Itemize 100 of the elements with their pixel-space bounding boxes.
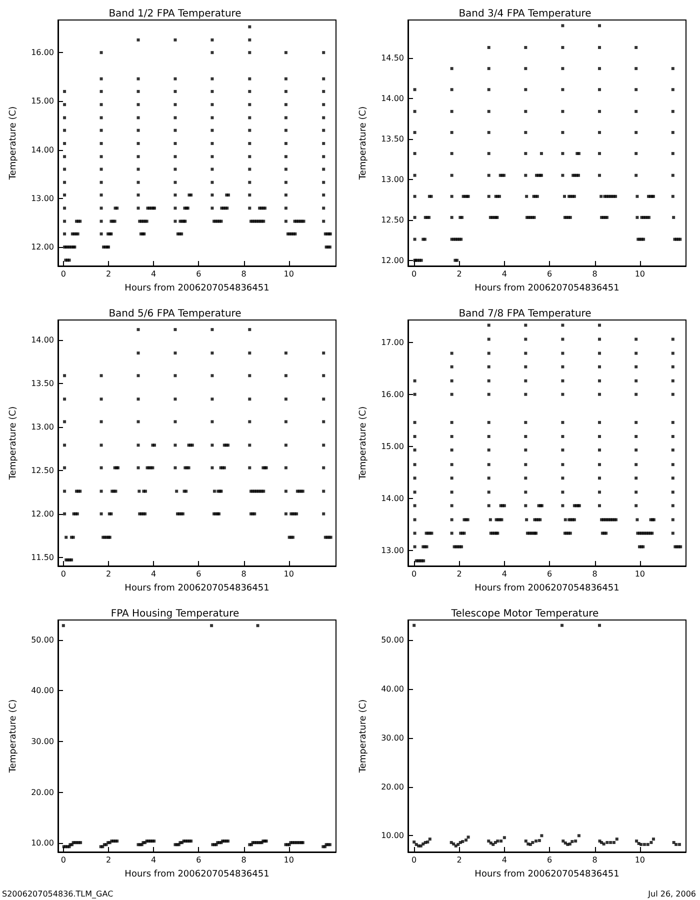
text: S2006207054836.TLM_GAC <box>2 890 114 898</box>
x-tick-label: 6 <box>196 270 202 278</box>
y-tick-label: 40.00 <box>381 684 404 694</box>
y-tick-label: 13.00 <box>31 422 54 432</box>
x-tick-label: 8 <box>592 570 598 578</box>
point <box>678 842 681 846</box>
point <box>650 841 653 844</box>
y-tick-label: 12.50 <box>381 215 404 224</box>
y-tick-label: 10.00 <box>381 831 404 840</box>
chart-title: FPA Housing Temperature <box>110 608 240 620</box>
point <box>640 842 643 846</box>
x-tick-label: 6 <box>547 270 552 278</box>
y-tick-label: 40.00 <box>31 686 54 696</box>
y-tick-label: 13.50 <box>31 378 54 388</box>
x-tick-label: 10 <box>284 570 294 578</box>
y-tick-label: 14.00 <box>31 145 54 154</box>
x-tick-label: 8 <box>592 270 598 278</box>
point <box>461 840 464 844</box>
x-axis-title: Hours from 2006207054836451 <box>124 584 270 594</box>
y-tick-label: 12.00 <box>381 256 404 265</box>
x-axis-title: Hours from 2006207054836451 <box>474 284 620 294</box>
y-tick-label: 13.00 <box>381 174 404 184</box>
chart-title: Telescope Motor Temperature <box>450 608 599 620</box>
chart-title: Band 1/2 FPA Temperature <box>108 8 242 20</box>
point <box>646 842 650 846</box>
y-tick-label: 10.00 <box>31 838 54 848</box>
point <box>652 838 655 841</box>
point <box>466 836 470 839</box>
x-tick-label: 10 <box>634 570 646 578</box>
point <box>560 624 564 627</box>
x-tick-label: 8 <box>592 856 598 864</box>
point <box>612 841 616 844</box>
point <box>606 841 609 844</box>
x-tick-label: 4 <box>151 856 156 864</box>
x-tick-label: 4 <box>502 856 507 864</box>
y-tick-label: 13.00 <box>381 546 404 555</box>
x-tick-label: 10 <box>284 856 294 864</box>
x-tick-label: 0 <box>412 856 417 864</box>
point <box>602 842 606 846</box>
point <box>496 840 500 843</box>
y-tick-label: 17.00 <box>381 338 404 347</box>
x-tick-label: 2 <box>456 856 462 864</box>
x-tick-label: 2 <box>106 270 112 278</box>
x-tick-label: 4 <box>502 570 507 578</box>
y-tick-label: 20.00 <box>381 782 404 792</box>
point <box>642 842 646 846</box>
point <box>502 836 506 840</box>
x-tick-label: 2 <box>456 570 462 578</box>
x-tick-label: 10 <box>634 270 646 278</box>
y-tick-label: 50.00 <box>381 636 404 645</box>
chart-title: Band 7/8 FPA Temperature <box>458 308 592 320</box>
x-tick-label: 8 <box>241 856 246 864</box>
y-tick-label: 12.00 <box>31 242 54 252</box>
point <box>598 624 602 627</box>
x-tick-label: 4 <box>151 270 156 278</box>
y-tick-label: 15.00 <box>381 442 404 451</box>
x-tick-label: 0 <box>60 270 66 278</box>
point <box>609 841 612 844</box>
y-tick-label: 15.00 <box>31 96 54 106</box>
x-tick-label: 8 <box>241 570 246 578</box>
x-tick-label: 8 <box>241 270 246 278</box>
y-tick-label: 16.00 <box>381 390 404 399</box>
x-tick-label: 10 <box>284 270 294 278</box>
y-tick-label: 14.00 <box>31 335 54 344</box>
x-tick-label: 6 <box>547 856 552 864</box>
y-tick-label: 13.00 <box>31 194 54 203</box>
y-axis-title: Temperature (C) <box>358 406 368 481</box>
x-axis-title: Hours from 2006207054836451 <box>474 584 620 594</box>
point <box>615 838 618 841</box>
y-tick-label: 14.00 <box>381 94 404 103</box>
x-tick-label: 0 <box>412 270 417 278</box>
point <box>674 842 678 846</box>
x-axis-title: Hours from 2006207054836451 <box>124 284 270 294</box>
point <box>635 840 638 843</box>
x-axis-title: Hours from 2006207054836451 <box>474 870 620 880</box>
x-tick-label: 6 <box>196 856 202 864</box>
y-axis-title: Temperature (C) <box>358 699 368 774</box>
x-tick-label: 0 <box>60 570 66 578</box>
x-axis-title: Hours from 2006207054836451 <box>124 870 270 880</box>
point <box>574 840 578 843</box>
y-tick-label: 16.00 <box>31 48 54 58</box>
point <box>534 840 538 843</box>
x-tick-label: 6 <box>196 570 202 578</box>
y-tick-label: 12.00 <box>31 509 54 518</box>
x-tick-label: 0 <box>412 570 417 578</box>
y-tick-label: 50.00 <box>31 635 54 644</box>
y-tick-label: 30.00 <box>381 733 404 742</box>
point <box>426 840 430 844</box>
point <box>538 839 541 842</box>
x-tick-label: 4 <box>502 270 507 278</box>
chart-title: Band 3/4 FPA Temperature <box>458 8 592 20</box>
point <box>428 838 432 841</box>
y-axis-title: Temperature (C) <box>8 106 18 181</box>
y-tick-label: 20.00 <box>31 788 54 797</box>
point <box>577 834 580 838</box>
x-tick-label: 10 <box>634 856 646 864</box>
x-tick-label: 4 <box>151 570 156 578</box>
x-tick-label: 2 <box>456 270 462 278</box>
point <box>531 841 534 844</box>
x-tick-label: 0 <box>60 856 66 864</box>
